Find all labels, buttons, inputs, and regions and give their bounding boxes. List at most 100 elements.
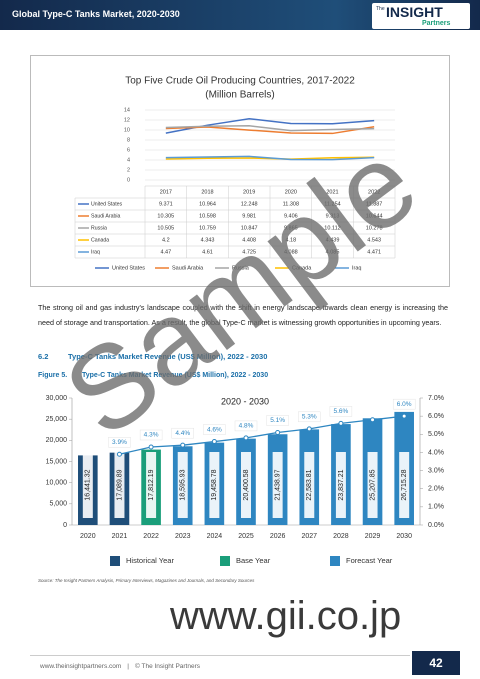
x-tick-label: 2023 [175,533,191,540]
data-label-box [304,452,315,518]
x-tick-label: 2022 [143,533,159,540]
growth-label-box [329,406,353,417]
legend-label: Saudi Arabia [172,265,204,271]
header-band: Global Type-C Tanks Market, 2020-2030 Th… [0,0,480,30]
table-cell: 10.112 [324,225,340,231]
growth-label: 4.4% [175,430,190,437]
growth-label: 3.9% [112,439,127,446]
y-tick-label: 14 [124,107,130,113]
data-label: 16,441.32 [85,469,92,500]
header-title: Global Type-C Tanks Market, 2020-2030 [12,9,180,19]
growth-point [306,426,312,432]
series-line [165,155,375,161]
table-cell: 4.725 [242,249,256,255]
table-header: 2018 [201,189,213,195]
growth-point [370,417,376,423]
table-cell: 10.964 [199,201,216,207]
legend-label: Forecast Year [346,556,393,565]
table-row-label: Iraq [91,249,100,255]
growth-point [180,442,186,448]
growth-point [243,435,249,441]
y-tick-label: 10,000 [46,480,68,487]
y2-tick-label: 1.0% [428,504,444,511]
table-cell: 10.505 [157,225,174,231]
table-cell: 11.887 [366,201,382,207]
table-header: 2019 [243,189,255,195]
data-label: 22,583.81 [306,469,313,500]
chart: Top Five Crude Oil Producing Countries, … [74,76,396,271]
table-cell: 4.61 [202,249,213,255]
data-label: 19,458.78 [211,469,218,500]
data-label-box [272,452,283,518]
table-row-label: Russia [91,225,107,231]
table-cell: 9.981 [242,213,256,219]
footer-rule [30,655,410,656]
y-tick-label: 0 [127,177,130,183]
table-cell: 10.598 [199,213,216,219]
growth-label: 4.6% [207,426,222,433]
data-label-box [114,452,125,518]
data-label: 23,837.21 [338,469,345,500]
legend-key [220,556,230,566]
table-cell: 4.543 [367,237,381,243]
growth-point [401,413,407,419]
y-tick-label: 30,000 [46,395,68,402]
table-cell: 4.408 [242,237,256,243]
legend-label: Historical Year [126,556,174,565]
table-cell: 4.088 [284,249,298,255]
y-tick-label: 4 [127,157,130,163]
y-tick-label: 2 [127,167,130,173]
paragraph: The strong oil and gas industry's landsc… [38,303,448,327]
data-label-box [82,452,93,518]
table-cell: 9.313 [326,213,340,219]
legend-label: Russia [232,265,250,271]
section-heading: 6.2 Type-C Tanks Market Revenue (US$ Mill… [38,352,267,361]
data-label: 20,400.58 [243,469,250,500]
table-header: 2017 [160,189,172,195]
data-label-box [209,452,220,518]
y2-tick-label: 7.0% [428,395,444,402]
growth-label-box [266,415,289,426]
figure-caption: Figure 5. Type-C Tanks Market Revenue (US… [38,372,268,379]
footer-website: www.theinsightpartners.com [40,663,122,670]
data-label-box [399,452,410,518]
y-tick-label: 0 [63,522,67,529]
growth-label-box [392,398,416,410]
growth-label-box [139,429,163,441]
growth-label-box [171,427,194,439]
data-label: 26,715.28 [401,469,408,500]
x-tick-label: 2026 [270,533,286,540]
figure-title: Type-C Tanks Market Revenue (US$ Million… [82,372,269,379]
legend-key [110,556,120,566]
table-cell: 12.248 [241,201,258,207]
table-row-label: United States [91,201,123,207]
growth-point [116,451,122,457]
table-cell: 9.865 [284,225,298,231]
y-tick-label: 8 [127,137,130,143]
data-label: 25,207.85 [369,469,376,500]
data-label-box [241,452,251,518]
logo-small: The [376,6,385,12]
watermark-site: www.gii.co.jp [170,594,402,638]
y2-tick-label: 4.0% [428,449,444,456]
data-label: 17,812.19 [148,469,155,500]
logo-sub: Partners [422,20,451,27]
growth-point [338,420,344,426]
x-tick-label: 2021 [112,533,128,540]
data-label: 18,595.93 [180,469,187,500]
growth-point [211,439,217,445]
y2-tick-label: 2.0% [428,486,444,493]
data-label: 21,438.97 [274,469,281,500]
legend-label: Base Year [236,556,271,565]
table-cell: 10.759 [199,225,216,231]
x-tick-label: 2024 [207,533,223,540]
footer: www.theinsightpartners.com | © The Insight… [40,663,206,670]
section-title: Type-C Tanks Market Revenue (US$ Million… [68,352,268,361]
y-tick-label: 20,000 [46,437,68,444]
growth-line [119,415,405,455]
table-cell: 4.085 [326,249,340,255]
footer-copyright: © The Insight Partners [135,663,201,670]
data-label: 17,089.89 [116,469,123,500]
data-label-box [177,452,188,518]
